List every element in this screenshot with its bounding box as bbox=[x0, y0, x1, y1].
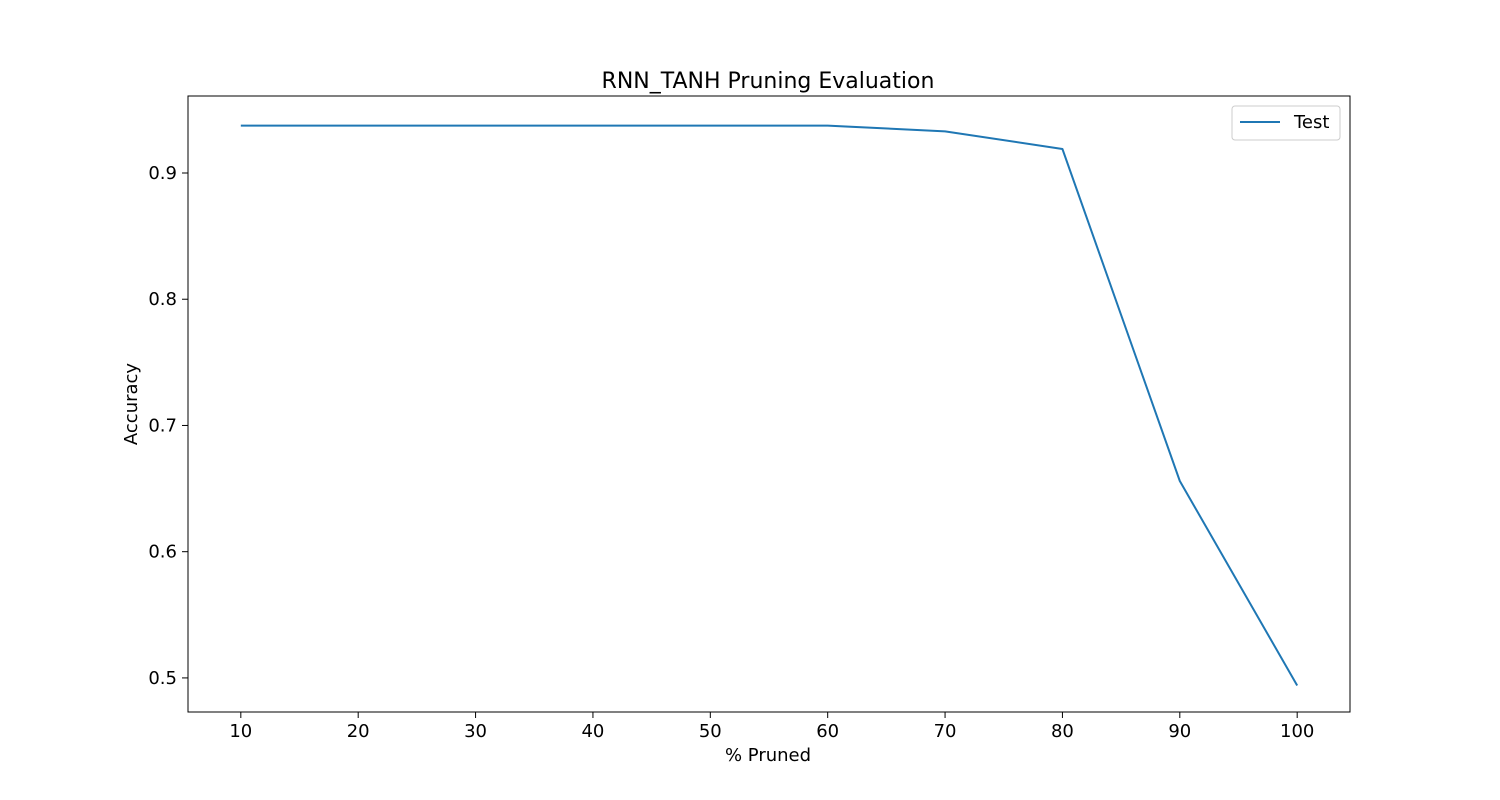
x-tick-label: 10 bbox=[229, 721, 252, 742]
legend-entry-test: Test bbox=[1293, 112, 1329, 133]
x-axis-label: % Pruned bbox=[725, 745, 811, 766]
y-tick-label: 0.9 bbox=[148, 163, 177, 184]
x-tick-label: 100 bbox=[1280, 721, 1314, 742]
x-tick-label: 30 bbox=[464, 721, 487, 742]
legend: Test bbox=[1231, 105, 1341, 141]
plot-area: 10 20 30 40 50 60 70 80 90 100 0.5 0.6 0.7 0.8 0.9 bbox=[148, 95, 1351, 742]
y-tick-label: 0.7 bbox=[148, 415, 177, 436]
y-tick-label: 0.8 bbox=[148, 289, 177, 310]
x-tick-label: 20 bbox=[347, 721, 370, 742]
x-tick-label: 60 bbox=[816, 721, 839, 742]
x-tick-label: 50 bbox=[699, 721, 722, 742]
y-axis-label: Accuracy bbox=[121, 363, 142, 446]
x-tick-label: 70 bbox=[934, 721, 957, 742]
chart-title: RNN_TANH Pruning Evaluation bbox=[602, 69, 935, 94]
x-tick-label: 40 bbox=[581, 721, 604, 742]
y-tick-label: 0.6 bbox=[148, 542, 177, 563]
y-tick-label: 0.5 bbox=[148, 668, 177, 689]
x-tick-label: 90 bbox=[1168, 721, 1191, 742]
legend-box bbox=[1231, 105, 1341, 141]
series-line-test bbox=[240, 124, 1299, 686]
x-tick-label: 80 bbox=[1051, 721, 1074, 742]
plot-frame bbox=[187, 95, 1351, 713]
